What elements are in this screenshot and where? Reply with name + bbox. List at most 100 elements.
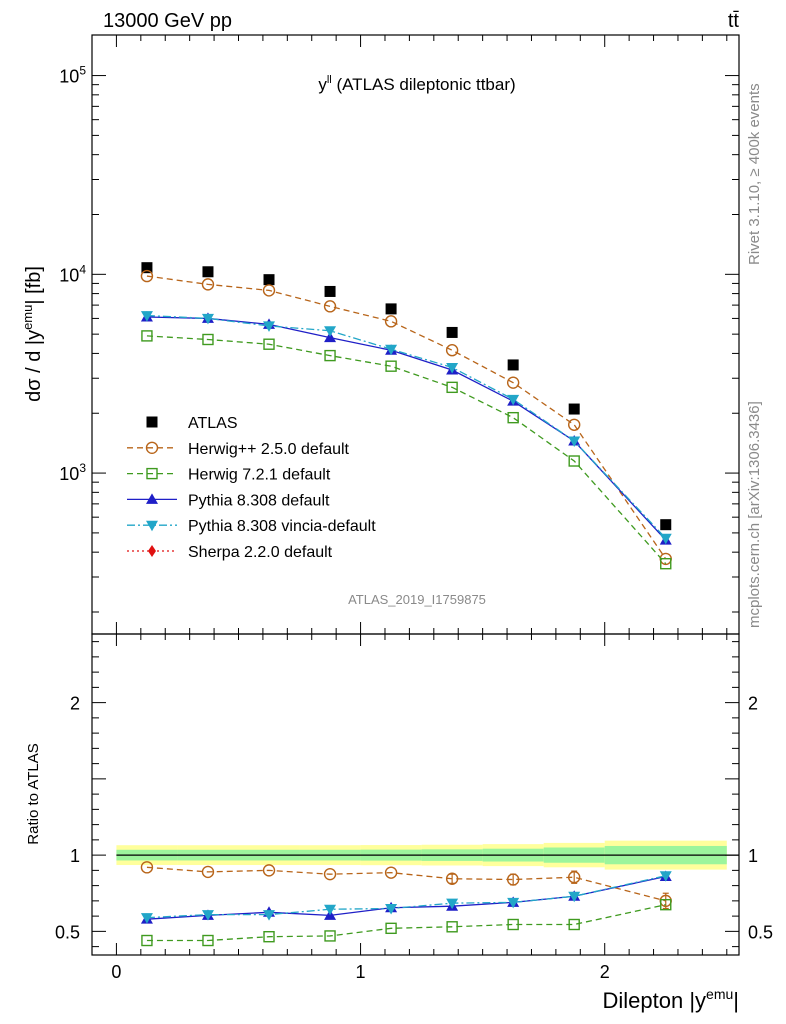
point-vincia <box>507 394 520 406</box>
ratio-series <box>140 861 672 947</box>
legend-label-herwig7: Herwig 7.2.1 default <box>188 467 331 484</box>
series-line-herwig7 <box>146 335 667 565</box>
point-atlas <box>202 266 214 278</box>
ratio-panel: 0 1 2 0.5 0.5 1 1 2 2 Ratio to ATLAS Dilepton |y… <box>25 633 773 1013</box>
point-herwigpp <box>567 418 581 431</box>
point-herwig7 <box>446 381 458 394</box>
point-atlas <box>263 274 275 286</box>
point-herwigpp <box>201 278 215 291</box>
main-ytick-label: 103 <box>59 461 86 484</box>
ratio-point-vincia <box>507 897 520 909</box>
ratio-point-vincia <box>263 910 276 921</box>
legend-label-vincia: Pythia 8.308 vincia-default <box>188 518 376 535</box>
point-herwigpp <box>140 269 154 283</box>
ratio-point-vincia <box>201 910 214 921</box>
energy-label: 13000 GeV pp <box>103 10 232 32</box>
ratio-point-herwig7 <box>141 934 153 947</box>
ratio-line-vincia <box>146 875 666 919</box>
xtick-label: 1 <box>356 962 366 982</box>
point-atlas <box>507 359 519 371</box>
point-vincia <box>568 436 581 448</box>
legend: ATLAS Herwig++ 2.5.0 default Herwig 7.2.1 … <box>127 415 376 561</box>
point-vincia <box>324 326 337 337</box>
ratio-point-herwig7 <box>507 918 519 931</box>
point-herwig7 <box>568 455 580 467</box>
point-vincia <box>659 533 672 545</box>
ratio-point-herwigpp <box>384 866 398 879</box>
ratio-line-herwigpp <box>146 866 666 902</box>
ratio-point-vincia <box>446 898 459 910</box>
legend-marker-herwig7 <box>146 467 158 480</box>
main-ticks: 103 104 105 <box>59 35 739 634</box>
main-ylabel: dσ / d |yemu| [fb] <box>20 266 45 402</box>
point-atlas <box>324 285 336 297</box>
process-label: tt̄ <box>728 10 740 32</box>
point-atlas <box>568 403 580 415</box>
ratio-point-herwigpp <box>201 865 215 879</box>
ratio-ytick-label-right: 1 <box>748 846 758 866</box>
ratio-point-vincia <box>659 871 672 882</box>
ratio-ticks: 0 1 2 0.5 0.5 1 1 2 2 <box>55 634 773 982</box>
ratio-point-herwigpp <box>445 872 459 885</box>
xtick-label: 0 <box>111 962 121 982</box>
legend-marker-sherpa <box>148 545 156 557</box>
main-title: yll (ATLAS dileptonic ttbar) <box>318 74 515 94</box>
point-vincia <box>140 311 153 322</box>
main-panel: 103 104 105 yll (ATLAS dileptonic ttbar) A… <box>20 34 740 635</box>
point-vincia <box>201 313 214 325</box>
ratio-ytick-label-left: 2 <box>70 694 80 714</box>
ratio-band <box>116 840 739 870</box>
point-herwigpp <box>506 376 520 389</box>
ratio-point-vincia <box>140 913 153 924</box>
legend-marker-atlas <box>146 416 158 428</box>
ratio-ytick-label-left: 0.5 <box>55 922 80 942</box>
legend-label-herwigpp: Herwig++ 2.5.0 default <box>188 441 350 458</box>
legend-label-sherpa: Sherpa 2.2.0 default <box>188 544 333 561</box>
main-series <box>140 262 672 570</box>
point-herwig7 <box>202 333 214 346</box>
legend-label-atlas: ATLAS <box>188 415 238 432</box>
point-vincia <box>446 362 459 374</box>
mcplots-label: mcplots.cern.ch [arXiv:1306.3436] <box>746 401 763 628</box>
point-atlas <box>660 519 672 531</box>
ratio-point-vincia <box>324 904 337 916</box>
main-ytick-label: 105 <box>59 64 86 87</box>
ratio-ytick-label-left: 1 <box>70 846 80 866</box>
point-herwigpp <box>262 284 276 297</box>
point-pythia <box>324 331 337 343</box>
ratio-point-herwig7 <box>263 931 275 943</box>
point-herwig7 <box>385 360 397 372</box>
legend-label-pythia: Pythia 8.308 default <box>188 492 330 509</box>
point-atlas <box>141 262 153 274</box>
point-herwig7 <box>324 349 336 362</box>
xlabel: Dilepton |yemu| <box>603 986 740 1013</box>
ratio-point-herwigpp <box>567 871 581 884</box>
ratio-point-herwigpp <box>140 861 154 874</box>
ratio-point-vincia <box>385 903 398 915</box>
ratio-point-herwig7 <box>202 934 214 947</box>
ratio-ytick-label-right: 2 <box>748 694 758 714</box>
ratio-point-herwig7 <box>568 918 580 931</box>
ratio-line-pythia <box>146 875 666 920</box>
ratio-point-herwigpp <box>323 867 337 881</box>
legend-marker-pythia <box>146 493 158 504</box>
point-herwig7 <box>660 557 672 570</box>
legend-marker-herwigpp <box>145 441 159 454</box>
point-herwig7 <box>507 411 519 424</box>
point-herwigpp <box>384 315 398 328</box>
ratio-point-herwigpp <box>506 873 520 886</box>
ratio-point-herwig7 <box>324 930 336 942</box>
rivet-label: Rivet 3.1.10, ≥ 400k events <box>746 83 763 265</box>
main-ytick-label: 104 <box>59 262 86 285</box>
point-vincia <box>263 321 276 332</box>
xtick-label: 2 <box>600 962 610 982</box>
point-vincia <box>385 344 398 356</box>
point-atlas <box>446 326 458 338</box>
point-herwig7 <box>263 338 275 350</box>
analysis-label: ATLAS_2019_I1759875 <box>348 592 486 607</box>
point-herwig7 <box>141 330 153 342</box>
point-herwigpp <box>445 344 459 357</box>
ratio-point-vincia <box>568 891 581 903</box>
ratio-frame <box>91 633 740 956</box>
